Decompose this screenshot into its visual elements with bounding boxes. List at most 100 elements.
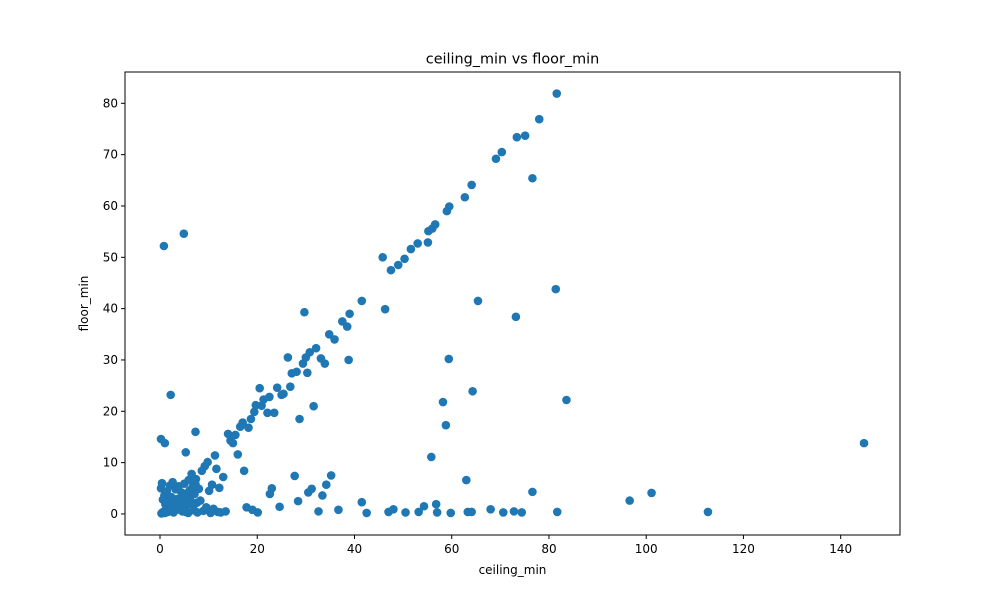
chart-title: ceiling_min vs floor_min [426,52,599,68]
data-point [238,418,247,427]
data-point [309,401,318,411]
data-point [321,480,331,490]
data-point [279,389,288,399]
data-point [223,429,233,439]
data-point [157,478,167,488]
y-tick-label: 80 [103,96,118,110]
data-point [275,502,284,512]
data-point [362,508,371,518]
data-point [250,407,259,417]
data-point [625,496,634,505]
x-tick-label: 140 [829,542,852,556]
data-point [246,414,256,424]
data-point [303,368,312,378]
data-point [431,499,441,509]
data-point [393,260,403,270]
data-point [438,397,448,407]
y-tick-label: 0 [110,507,118,521]
data-point [286,382,295,391]
data-point [520,131,530,140]
data-point [406,244,416,254]
data-point [194,484,204,494]
data-point [272,383,282,392]
data-point [534,114,544,124]
data-point [380,304,390,314]
data-point [207,480,217,490]
data-point [344,355,353,365]
y-tick-label: 50 [103,250,118,264]
data-point [414,507,423,517]
data-point [292,367,301,377]
data-point [188,501,198,511]
data-point [196,496,205,505]
data-point [386,265,396,275]
data-point [511,312,521,322]
x-tick-label: 40 [347,542,362,556]
plot-area-frame [124,71,901,536]
data-point [528,487,537,497]
data-point [231,430,240,440]
data-point [498,508,508,517]
data-point [255,383,264,393]
data-point [552,507,562,517]
data-point [203,457,212,467]
data-point [244,423,253,433]
data-point [290,471,299,481]
data-point [334,505,343,515]
data-point [239,466,249,476]
y-tick-label: 20 [103,404,118,418]
x-tick-label: 60 [444,542,459,556]
data-point [166,390,175,400]
data-point [400,254,409,264]
data-point [181,507,191,517]
data-point [446,508,456,518]
data-point [283,353,293,362]
data-point [159,241,169,251]
data-point [551,284,561,294]
data-point [191,427,200,437]
data-point [859,438,869,448]
data-point [473,296,483,306]
data-point [221,507,230,516]
data-point [357,497,367,507]
x-tick-label: 80 [541,542,556,556]
data-point [265,392,274,402]
data-point [491,154,501,164]
data-point [300,307,309,317]
data-point [467,507,476,517]
x-tick-label: 120 [732,542,755,556]
data-point [441,420,451,430]
y-tick-label: 40 [103,302,118,316]
y-tick-label: 70 [103,148,118,162]
y-axis-title: floor_min [77,276,91,332]
data-point [311,343,321,353]
data-point [486,505,495,514]
data-point [324,330,334,339]
data-point [228,438,238,448]
data-point [314,507,323,516]
data-point [267,483,277,493]
data-point [509,507,519,516]
data-point [389,505,398,514]
data-point [307,484,317,494]
data-point [562,395,571,405]
data-point [320,359,330,368]
data-point [342,322,352,331]
data-point [253,508,263,517]
data-point [378,252,387,262]
data-point [460,192,470,202]
data-point [330,335,339,344]
data-point [430,220,440,229]
data-point [423,238,433,247]
data-point [467,180,476,190]
data-point [462,475,471,485]
x-axis-title: ceiling_min [479,563,547,577]
data-point [177,488,186,497]
data-point [305,347,315,357]
data-point [293,496,303,506]
data-point [191,474,201,484]
data-point [427,452,436,462]
y-tick-label: 10 [103,456,118,470]
data-point [517,508,527,517]
data-point [318,491,327,500]
